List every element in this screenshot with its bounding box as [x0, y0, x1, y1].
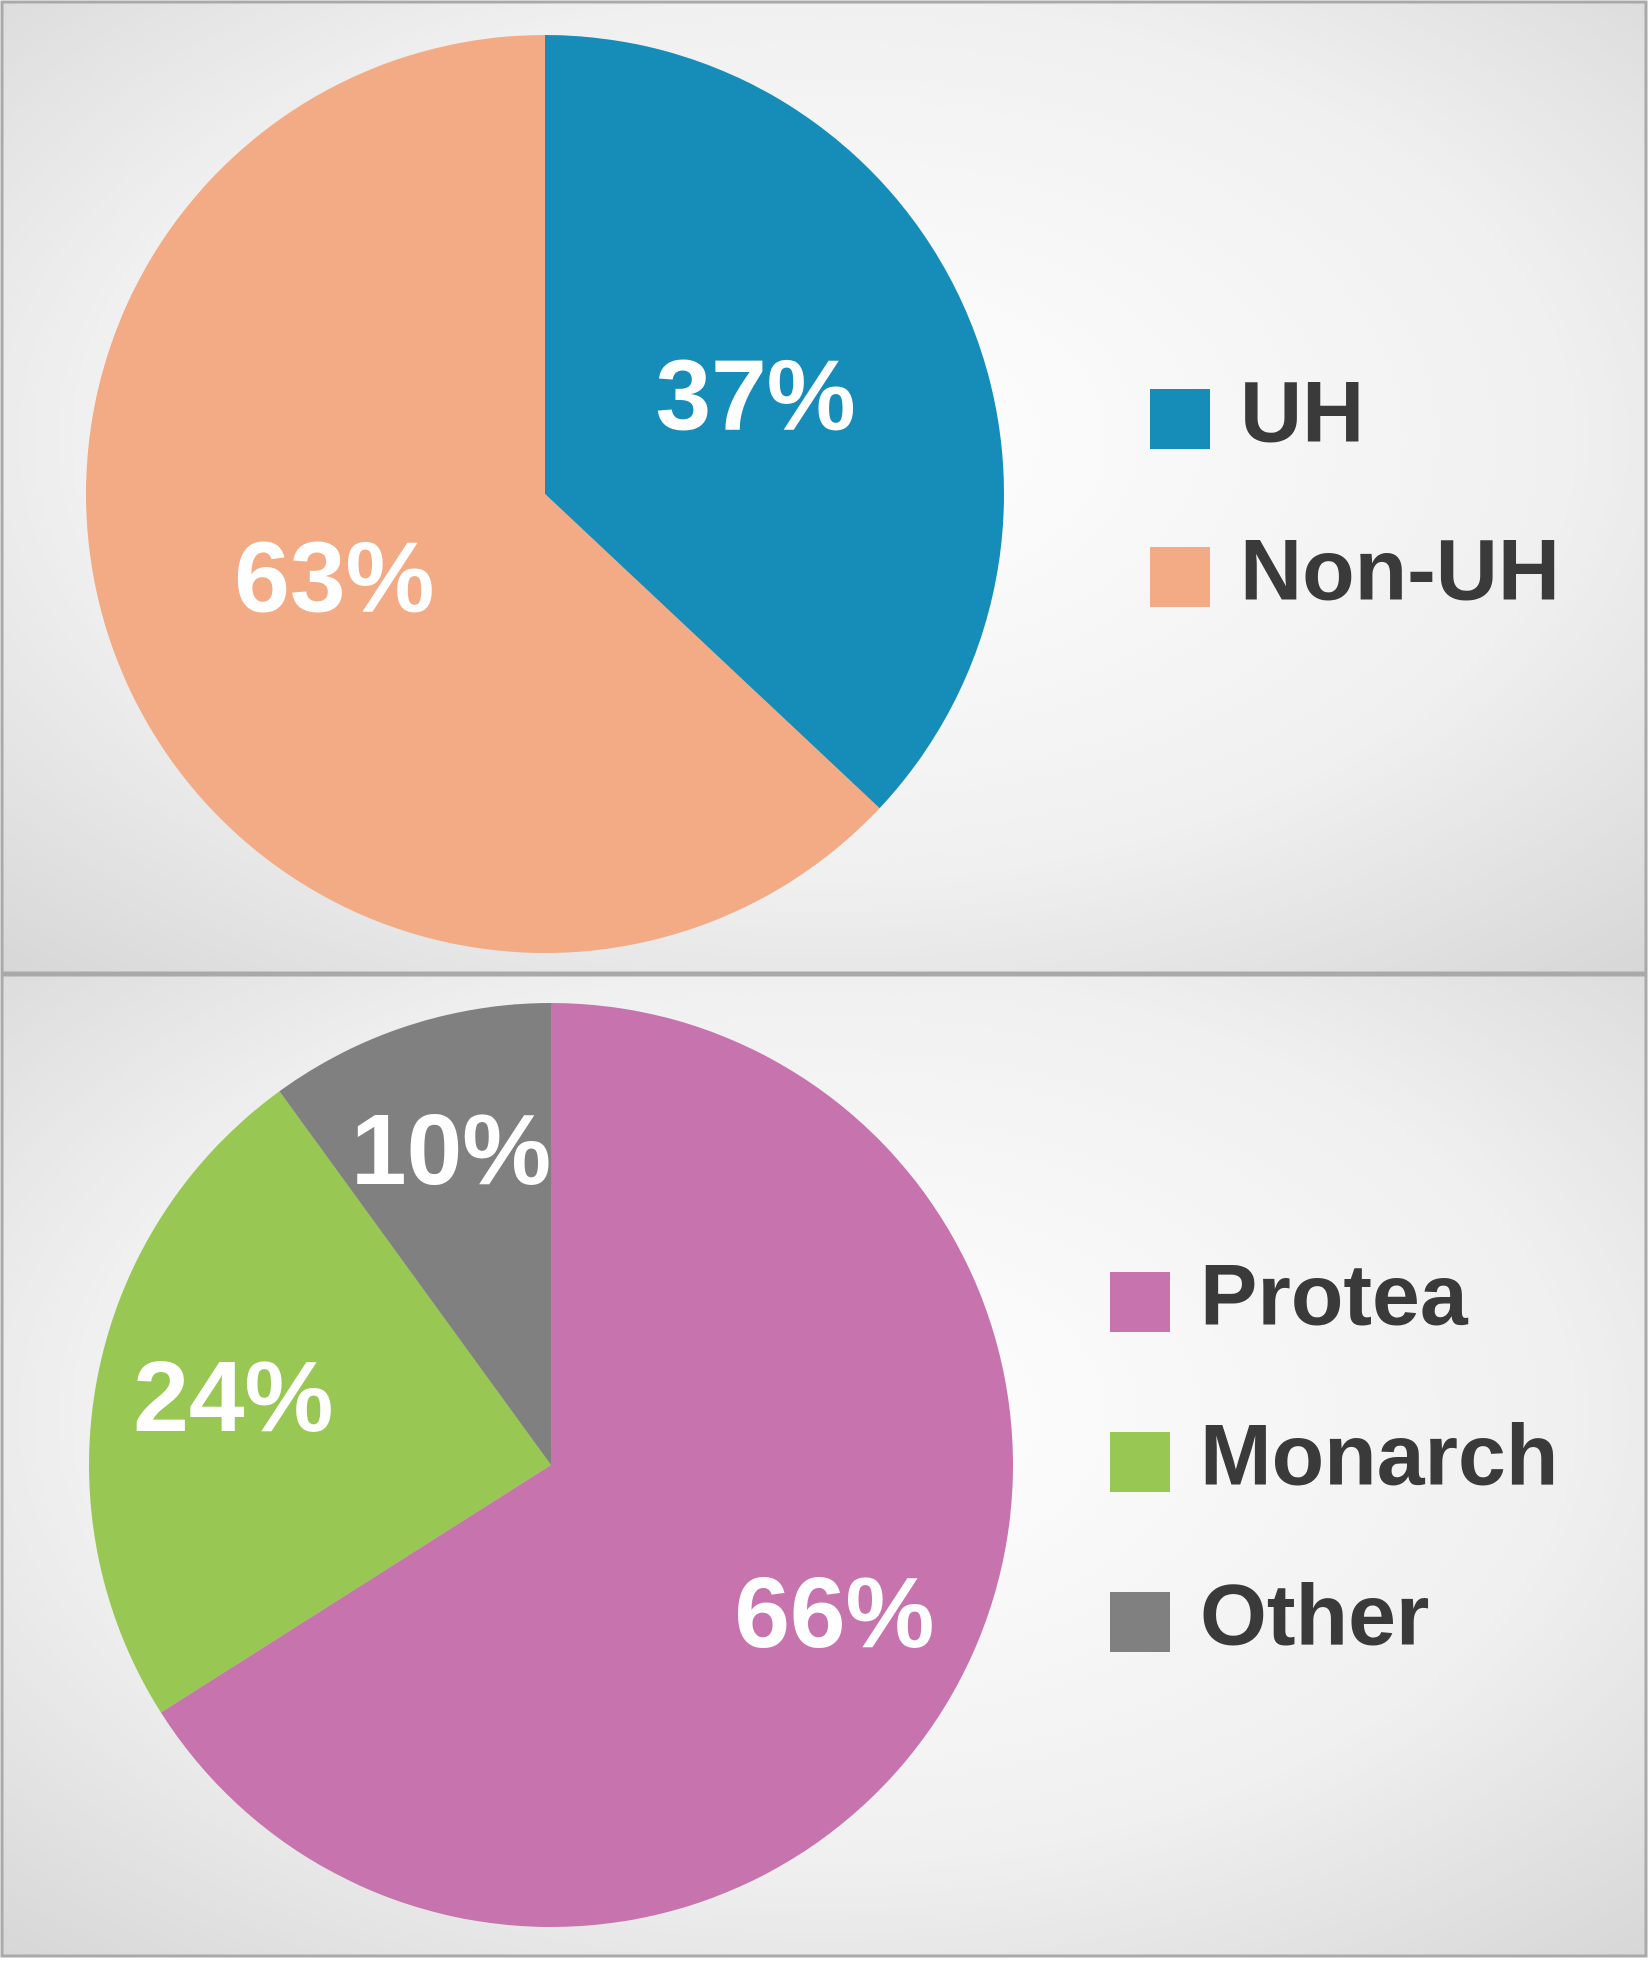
pie-slice [85, 35, 880, 954]
legend-swatch [1110, 1592, 1170, 1652]
data-label: 63% [234, 522, 434, 634]
data-label: 37% [656, 339, 856, 451]
legend-label: Monarch [1200, 1408, 1558, 1504]
legend-label: Protea [1200, 1248, 1469, 1344]
legend-swatch [1110, 1432, 1170, 1492]
data-label: 24% [133, 1341, 333, 1453]
pie-slice [88, 1091, 551, 1713]
legend-swatch [1110, 1272, 1170, 1332]
legend-label: Non-UH [1240, 523, 1560, 619]
legend-swatch [1150, 389, 1210, 449]
data-label: 10% [351, 1094, 551, 1206]
legend-label: UH [1240, 365, 1364, 461]
pie-slice [545, 35, 1004, 809]
pie-slice [160, 1003, 1013, 1928]
legend-swatch [1150, 547, 1210, 607]
data-label: 66% [734, 1557, 934, 1669]
legend-label: Other [1200, 1568, 1429, 1664]
pie-slice [279, 1003, 551, 1465]
